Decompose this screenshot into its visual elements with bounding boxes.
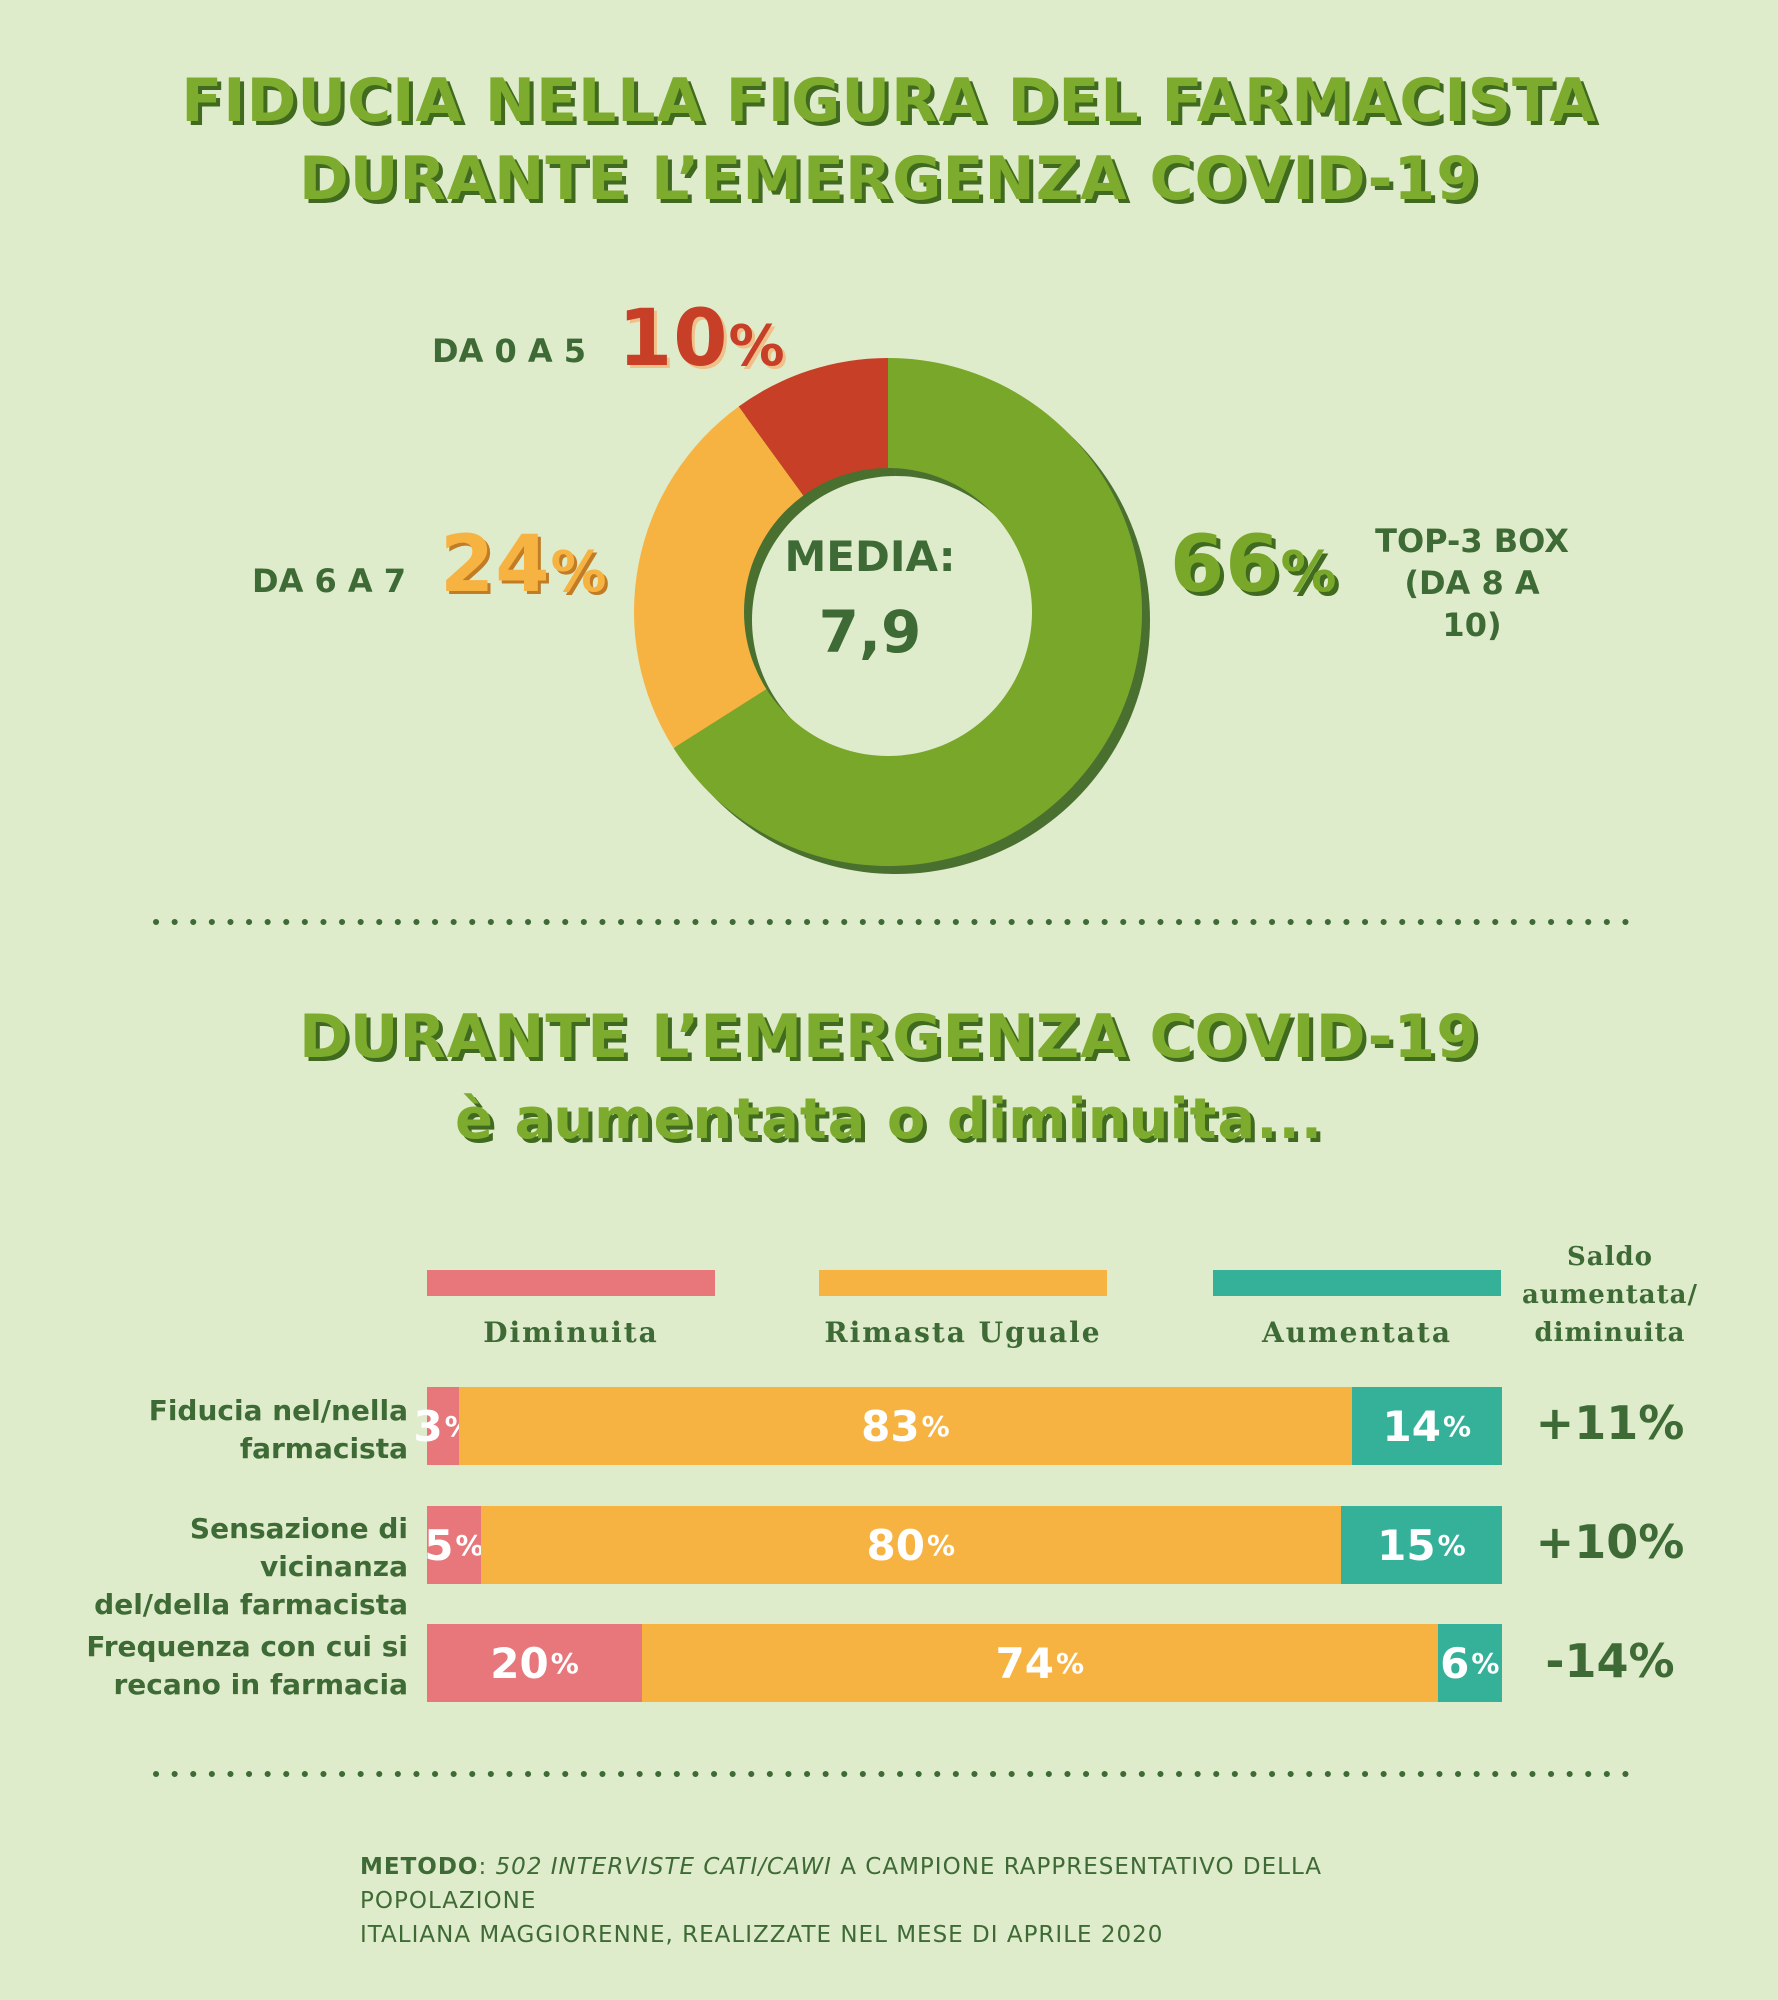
bar-value-symbol: % <box>921 1409 950 1443</box>
row-label-vicinanza: Sensazione di vicinanza del/della farmac… <box>40 1510 408 1624</box>
method-colon: : <box>478 1854 496 1880</box>
main-title-line2: DURANTE L’EMERGENZA COVID-19 <box>298 144 1480 214</box>
bar-value-symbol: % <box>1055 1646 1084 1680</box>
row-label-fiducia-line1: Fiducia nel/nella <box>148 1394 408 1427</box>
bar-segment-aumentata: 15% <box>1340 1506 1502 1584</box>
row-label-frequenza-line2: recano in farmacia <box>113 1668 408 1701</box>
dotted-divider-1 <box>153 919 1629 925</box>
bar-segment-rimasta: 80% <box>480 1506 1341 1584</box>
pct-24: 24% <box>440 520 608 610</box>
row-label-vicinanza-line2: del/della farmacista <box>94 1588 408 1621</box>
section2-subtitle: è aumentata o diminuita... <box>454 1087 1324 1152</box>
stacked-bar-vicinanza: 5% 80% 15% <box>424 1506 1502 1584</box>
pct-10-value: 10 <box>618 294 729 384</box>
saldo-vicinanza: +10% <box>1535 1515 1685 1569</box>
method-footnote-line2: ITALIANA MAGGIORENNE, REALIZZATE NEL MES… <box>360 1922 1164 1948</box>
label-top3-line2: (DA 8 A 10) <box>1404 564 1540 644</box>
donut-chart <box>634 358 1150 874</box>
label-top3-line1: TOP-3 BOX <box>1375 522 1569 560</box>
donut-segment-10 <box>738 358 888 496</box>
pct-66: 66% <box>1170 520 1338 610</box>
bar-value: 6 <box>1440 1638 1470 1688</box>
pct-66-symbol: % <box>1280 540 1338 605</box>
bar-value: 74 <box>995 1638 1054 1688</box>
saldo-header-line3: diminuita <box>1534 1318 1686 1348</box>
method-footnote: METODO: 502 INTERVISTE CATI/CAWI A CAMPI… <box>360 1850 1460 1952</box>
bar-value-symbol: % <box>550 1646 579 1680</box>
saldo-header-line2: aumentata/ <box>1522 1280 1698 1310</box>
main-title-line1: FIDUCIA NELLA FIGURA DEL FARMACISTA <box>181 66 1597 136</box>
saldo-frequenza: -14% <box>1545 1634 1675 1688</box>
method-bold: METODO <box>360 1854 479 1880</box>
donut-segments <box>634 358 1143 867</box>
bar-value: 83 <box>861 1401 920 1451</box>
bar-segment-aumentata: 6% <box>1437 1624 1502 1702</box>
saldo-fiducia: +11% <box>1535 1396 1685 1450</box>
method-italic: 502 INTERVISTE CATI/CAWI <box>495 1854 832 1880</box>
row-label-frequenza-line1: Frequenza con cui si <box>86 1630 408 1663</box>
pct-24-symbol: % <box>550 540 608 605</box>
label-top3-box: TOP-3 BOX (DA 8 A 10) <box>1372 520 1572 646</box>
bar-segment-rimasta: 83% <box>459 1387 1352 1465</box>
bar-segment-diminuita: 5% <box>424 1506 484 1584</box>
method-footnote-line1: METODO: 502 INTERVISTE CATI/CAWI A CAMPI… <box>360 1850 1460 1918</box>
row-label-frequenza: Frequenza con cui si recano in farmacia <box>40 1628 408 1704</box>
bar-value-symbol: % <box>1437 1528 1466 1562</box>
legend-label-diminuita: Diminuita <box>483 1316 659 1349</box>
donut-segment-24 <box>634 406 804 749</box>
legend-swatch-rimasta <box>819 1270 1107 1296</box>
bar-segment-aumentata: 14% <box>1351 1387 1502 1465</box>
saldo-header-line1: Saldo <box>1566 1242 1654 1272</box>
stacked-bar-frequenza: 20% 74% 6% <box>427 1624 1502 1702</box>
method-rest1: A CAMPIONE RAPPRESENTATIVO DELLA POPOLAZ… <box>360 1854 1323 1914</box>
bar-value-symbol: % <box>455 1528 484 1562</box>
bar-value: 15 <box>1377 1520 1436 1570</box>
label-da-6-a-7: DA 6 A 7 <box>252 562 407 600</box>
bar-value: 80 <box>866 1520 925 1570</box>
bar-value-symbol: % <box>1471 1646 1500 1680</box>
section2-title: DURANTE L’EMERGENZA COVID-19 <box>298 1002 1480 1072</box>
pct-10-symbol: % <box>728 314 786 379</box>
donut-center-value: 7,9 <box>818 598 922 666</box>
bar-segment-diminuita: 20% <box>427 1624 642 1702</box>
legend-swatch-aumentata <box>1213 1270 1501 1296</box>
legend-swatch-diminuita <box>427 1270 715 1296</box>
pct-24-value: 24 <box>440 520 551 610</box>
dotted-divider-2 <box>153 1771 1629 1777</box>
bar-value: 3 <box>413 1401 443 1451</box>
stacked-bar-fiducia: 3% 83% 14% <box>413 1387 1502 1465</box>
bar-value: 20 <box>490 1638 549 1688</box>
bar-value: 5 <box>424 1520 454 1570</box>
bar-value-symbol: % <box>926 1528 955 1562</box>
saldo-header: Saldo aumentata/ diminuita <box>1500 1238 1720 1352</box>
legend-label-aumentata: Aumentata <box>1261 1316 1453 1349</box>
bar-value-symbol: % <box>1442 1409 1471 1443</box>
row-label-fiducia-line2: farmacista <box>239 1432 408 1465</box>
row-label-fiducia: Fiducia nel/nella farmacista <box>40 1392 408 1468</box>
bar-segment-rimasta: 74% <box>642 1624 1438 1702</box>
label-da-0-a-5: DA 0 A 5 <box>432 332 587 370</box>
pct-10: 10% <box>618 294 786 384</box>
pct-66-value: 66 <box>1170 520 1281 610</box>
row-label-vicinanza-line1: Sensazione di vicinanza <box>189 1512 408 1583</box>
bar-value: 14 <box>1382 1401 1441 1451</box>
donut-center-label: MEDIA: <box>784 532 956 581</box>
donut-segment-66 <box>673 358 1143 867</box>
bar-segment-diminuita: 3% <box>413 1387 473 1465</box>
legend-label-rimasta: Rimasta Uguale <box>824 1316 1102 1349</box>
